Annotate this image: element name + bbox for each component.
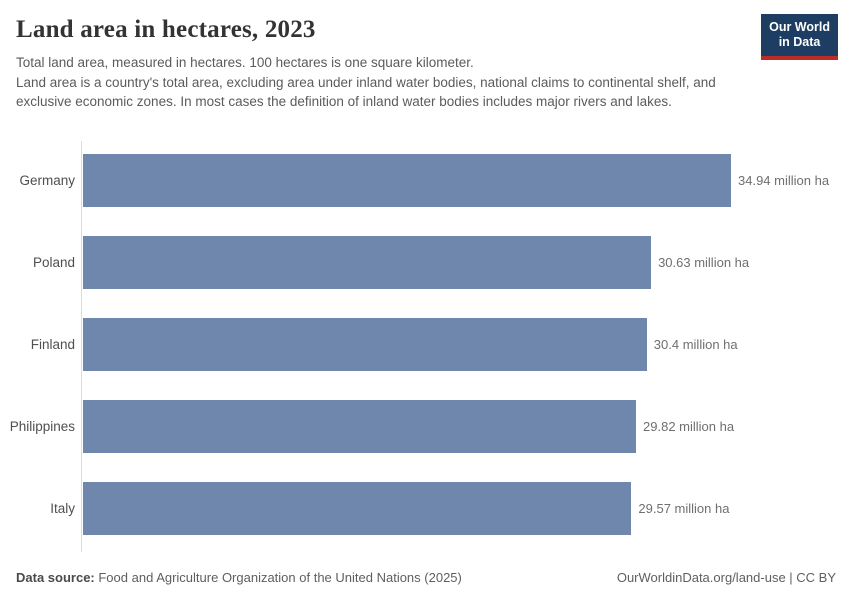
value-label: 29.82 million ha: [643, 419, 735, 435]
data-source-label: Data source:: [16, 570, 95, 585]
bar-track: 29.57 million ha: [83, 482, 850, 536]
page-title: Land area in hectares, 2023: [16, 16, 316, 43]
category-label: Philippines: [9, 419, 75, 435]
y-axis-line: [81, 141, 82, 552]
value-label: 34.94 million ha: [738, 172, 830, 188]
data-source-text: Food and Agriculture Organization of the…: [94, 570, 462, 585]
bar-row: Philippines 29.82 million ha: [0, 386, 850, 468]
chart-footer: Data source: Food and Agriculture Organi…: [16, 570, 836, 585]
value-label: 30.4 million ha: [653, 336, 738, 352]
bar[interactable]: [83, 482, 632, 536]
bar-row: Italy 29.57 million ha: [0, 468, 850, 550]
bar-track: 30.63 million ha: [83, 235, 850, 289]
owid-credit-link[interactable]: OurWorldinData.org/land-use | CC BY: [616, 570, 836, 585]
bar-chart: Germany 34.94 million ha Poland 30.63 milli…: [0, 139, 850, 552]
bar-row: Finland 30.4 million ha: [0, 303, 850, 385]
chart-subtitle: Total land area, measured in hectares. 1…: [16, 53, 750, 112]
owid-logo-line2: in Data: [778, 34, 821, 49]
category-label: Germany: [19, 172, 75, 188]
category-label: Poland: [32, 254, 75, 270]
value-label: 30.63 million ha: [658, 254, 750, 270]
chart-header: Land area in hectares, 2023 Total land a…: [16, 16, 750, 112]
owid-logo-line1: Our World: [769, 20, 830, 34]
bar[interactable]: [83, 153, 731, 207]
data-source-note: Data source: Food and Agriculture Organi…: [16, 570, 462, 585]
bar[interactable]: [83, 400, 637, 454]
bar-track: 30.4 million ha: [83, 317, 850, 371]
bar[interactable]: [83, 317, 647, 371]
category-label: Italy: [50, 501, 75, 517]
bar[interactable]: [83, 235, 652, 289]
owid-logo[interactable]: Our World in Data: [761, 14, 838, 60]
subtitle-line-2: Land area is a country's total area, exc…: [16, 74, 716, 110]
bar-track: 29.82 million ha: [83, 400, 850, 454]
bar-track: 34.94 million ha: [83, 153, 850, 207]
subtitle-line-1: Total land area, measured in hectares. 1…: [16, 55, 474, 70]
bar-row: Germany 34.94 million ha: [0, 139, 850, 221]
bar-chart-rows: Germany 34.94 million ha Poland 30.63 milli…: [0, 139, 850, 550]
category-label: Finland: [30, 336, 75, 352]
value-label: 29.57 million ha: [638, 501, 730, 517]
bar-row: Poland 30.63 million ha: [0, 221, 850, 303]
